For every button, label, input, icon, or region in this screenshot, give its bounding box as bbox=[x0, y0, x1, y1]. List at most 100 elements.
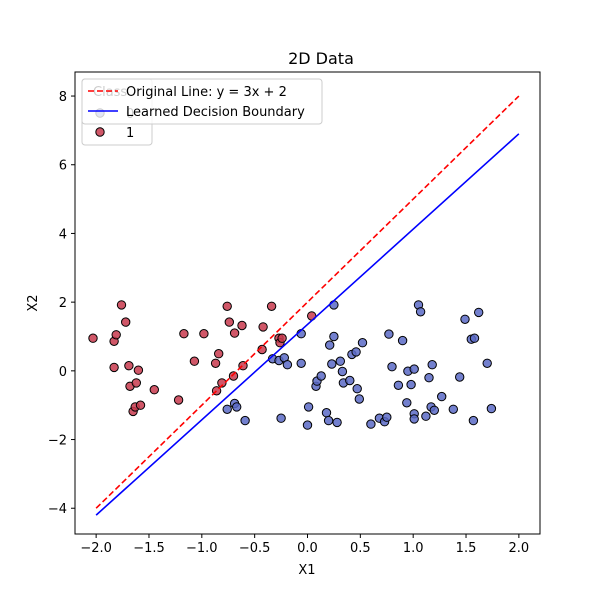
point-class-0-42 bbox=[406, 379, 416, 390]
legend-label-learned: Learned Decision Boundary bbox=[126, 105, 305, 120]
learned-boundary-line bbox=[95, 133, 520, 516]
y-tick-label-5: 6 bbox=[59, 159, 67, 174]
y-tick-label-1: −2 bbox=[48, 434, 67, 449]
point-class-1-2 bbox=[111, 330, 121, 340]
point-class-0-54 bbox=[448, 404, 458, 414]
point-class-0-16 bbox=[321, 408, 332, 418]
legend-label-original: Original Line: y = 3x + 2 bbox=[126, 85, 287, 100]
point-class-0-53 bbox=[437, 391, 447, 402]
point-class-0-6 bbox=[222, 404, 232, 414]
point-class-0-49 bbox=[424, 373, 434, 383]
point-class-0-59 bbox=[469, 333, 480, 343]
point-class-0-18 bbox=[325, 340, 335, 350]
x-tick-label-0: −2.0 bbox=[80, 541, 112, 556]
point-class-0-60 bbox=[474, 307, 484, 318]
point-class-0-40 bbox=[402, 398, 412, 408]
point-class-0-15 bbox=[316, 371, 326, 381]
y-axis: −4 −2 0 2 4 6 8 bbox=[48, 90, 75, 517]
point-class-1-25 bbox=[229, 328, 240, 338]
point-class-0-48 bbox=[421, 411, 431, 421]
x-tick-label-6: 1.0 bbox=[403, 541, 424, 556]
x-tick-label-3: −0.5 bbox=[239, 541, 271, 556]
point-class-0-44 bbox=[409, 364, 419, 374]
point-class-0-55 bbox=[455, 372, 465, 382]
legend-marker-class-1 bbox=[95, 127, 105, 137]
point-class-0-31 bbox=[357, 338, 368, 348]
point-class-0-30 bbox=[354, 394, 364, 404]
x-axis: −2.0 −1.5 −1.0 −0.5 0.0 0.5 1.0 1.5 2.0 bbox=[80, 534, 529, 556]
chart-title: 2D Data bbox=[288, 49, 354, 68]
point-class-0-21 bbox=[329, 300, 339, 310]
y-tick-label-4: 4 bbox=[59, 227, 67, 242]
point-class-1-29 bbox=[258, 322, 268, 332]
point-class-1-33 bbox=[277, 333, 287, 343]
line-legend-box bbox=[81, 78, 323, 125]
point-class-0-62 bbox=[486, 403, 497, 414]
point-class-0-3 bbox=[282, 360, 293, 370]
point-class-1-24 bbox=[228, 371, 239, 381]
y-axis-label: X2 bbox=[26, 294, 41, 311]
point-class-0-35 bbox=[382, 412, 392, 422]
point-class-1-6 bbox=[124, 361, 134, 371]
x-tick-label-2: −1.0 bbox=[186, 541, 218, 556]
point-class-1-3 bbox=[109, 362, 119, 373]
point-class-0-8 bbox=[232, 402, 242, 412]
point-class-1-16 bbox=[189, 356, 200, 366]
legend: Class01Original Line: y = 3x + 2Learned … bbox=[81, 78, 323, 146]
point-class-0-20 bbox=[329, 331, 339, 342]
point-class-1-18 bbox=[210, 358, 221, 368]
point-class-0-52 bbox=[429, 405, 439, 415]
point-class-0-11 bbox=[303, 402, 314, 412]
point-class-1-5 bbox=[121, 317, 131, 327]
point-class-0-39 bbox=[397, 335, 408, 346]
point-class-0-10 bbox=[276, 413, 286, 423]
point-class-0-38 bbox=[393, 380, 404, 390]
point-class-0-17 bbox=[323, 415, 334, 426]
point-class-0-51 bbox=[427, 360, 437, 370]
point-class-0-56 bbox=[460, 314, 470, 324]
point-class-1-15 bbox=[179, 329, 189, 339]
y-tick-label-6: 8 bbox=[59, 90, 67, 105]
point-class-0-58 bbox=[468, 415, 479, 426]
point-class-0-45 bbox=[409, 414, 419, 424]
point-class-1-23 bbox=[224, 317, 235, 327]
point-class-1-11 bbox=[133, 365, 144, 375]
point-class-0-9 bbox=[240, 415, 250, 426]
plot-area bbox=[88, 95, 520, 516]
point-class-1-0 bbox=[88, 333, 98, 343]
point-class-1-21 bbox=[217, 378, 227, 388]
point-class-0-32 bbox=[366, 419, 376, 429]
x-tick-label-5: 0.5 bbox=[350, 541, 371, 556]
point-class-0-24 bbox=[337, 366, 348, 377]
x-axis-label: X1 bbox=[298, 563, 315, 578]
point-class-1-22 bbox=[222, 301, 232, 311]
x-tick-label-4: 0.0 bbox=[297, 541, 318, 556]
point-class-0-29 bbox=[352, 384, 362, 394]
y-tick-label-2: 0 bbox=[59, 365, 67, 380]
y-tick-label-3: 2 bbox=[59, 296, 67, 311]
point-class-0-47 bbox=[415, 307, 426, 317]
point-class-0-23 bbox=[335, 356, 345, 366]
x-tick-label-8: 2.0 bbox=[509, 541, 530, 556]
point-class-1-4 bbox=[116, 300, 127, 310]
point-class-1-17 bbox=[199, 329, 209, 339]
point-class-1-26 bbox=[237, 320, 247, 331]
point-class-0-4 bbox=[296, 358, 306, 368]
point-class-0-12 bbox=[302, 420, 313, 430]
point-class-0-28 bbox=[351, 347, 361, 357]
point-class-0-37 bbox=[387, 362, 397, 372]
point-class-0-19 bbox=[327, 359, 337, 369]
y-tick-label-0: −4 bbox=[48, 502, 67, 517]
point-class-0-36 bbox=[384, 329, 394, 339]
point-class-0-61 bbox=[482, 358, 492, 368]
point-class-1-30 bbox=[266, 301, 277, 311]
point-class-0-26 bbox=[345, 375, 355, 386]
point-class-1-10 bbox=[131, 378, 142, 388]
point-class-1-14 bbox=[173, 395, 184, 405]
x-tick-label-7: 1.5 bbox=[456, 541, 477, 556]
point-class-0-22 bbox=[332, 417, 342, 428]
legend-label-class-1: 1 bbox=[126, 126, 134, 141]
x-tick-label-1: −1.5 bbox=[133, 541, 165, 556]
point-class-1-20 bbox=[214, 349, 224, 359]
